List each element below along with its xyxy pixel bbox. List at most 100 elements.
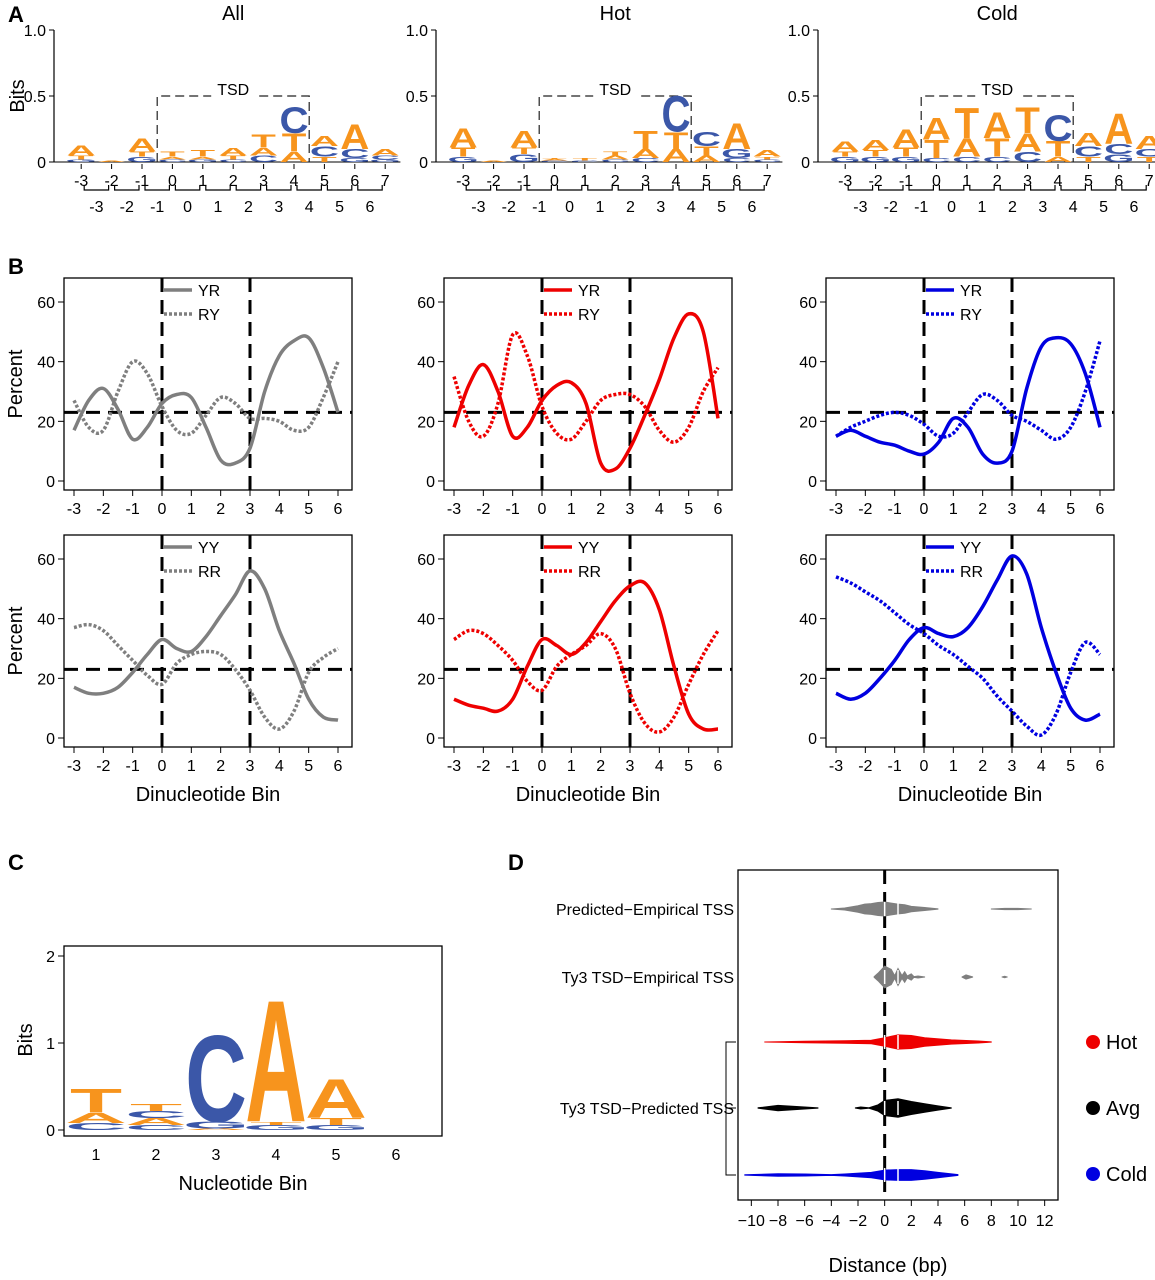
x-tick-label: 2 xyxy=(596,501,605,518)
logo-letter-A: A xyxy=(449,124,478,154)
y-tick-label: 60 xyxy=(799,295,817,312)
dinucleotide-tick-label: 4 xyxy=(305,199,314,216)
y-tick-label: 40 xyxy=(799,612,817,629)
x-tick-label: 2 xyxy=(216,501,225,518)
x-axis-label: Distance (bp) xyxy=(829,1255,948,1277)
x-tick-label: -2 xyxy=(96,758,110,775)
dinucleotide-tick-label: 1 xyxy=(596,199,605,216)
logo-letter-G: G xyxy=(370,159,401,163)
nucleotide-tick-label: -1 xyxy=(517,173,531,190)
y-tick-label: 1 xyxy=(46,1036,55,1053)
logo-letter-C: C xyxy=(185,1011,247,1148)
y-tick-label: 0.5 xyxy=(788,89,810,106)
nucleotide-tick-label: 2 xyxy=(229,173,238,190)
logo-letter-T: T xyxy=(251,131,276,151)
dinucleotide-tick-label: 2 xyxy=(244,199,253,216)
dinucleotide-tick-label: 1 xyxy=(978,199,987,216)
logo-letter-A: A xyxy=(305,1068,367,1130)
dinucleotide-bracket xyxy=(969,185,995,191)
logo-letter-A: A xyxy=(509,127,538,154)
nucleotide-tick-label: 6 xyxy=(1114,173,1123,190)
dinucleotide-bracket xyxy=(847,185,874,191)
y-tick-label: 0.5 xyxy=(406,89,428,106)
nucleotide-tick-label: 5 xyxy=(702,173,711,190)
logo-letter-A: A xyxy=(631,147,660,161)
legend-dot-cold xyxy=(1086,1167,1100,1181)
logo-letter-T: T xyxy=(130,1102,182,1113)
x-tick-label: -3 xyxy=(447,758,461,775)
panel-letter-D: D xyxy=(508,850,524,875)
logo-letter-C: C xyxy=(371,155,400,161)
logo-letter-C: C xyxy=(631,157,660,163)
x-tick-label: 1 xyxy=(567,758,576,775)
y-tick-label: 20 xyxy=(417,414,435,431)
logo-letter-G: G xyxy=(66,159,97,163)
dinucleotide-bracket xyxy=(1060,185,1086,191)
x-tick-label: 0 xyxy=(158,501,167,518)
logo-letter-G: G xyxy=(448,156,479,164)
plot-frame xyxy=(825,277,1115,491)
plot-frame xyxy=(443,277,733,491)
logo-title: Hot xyxy=(600,3,632,25)
dinucleotide-bracket xyxy=(617,185,644,191)
x-tick-label: 3 xyxy=(246,758,255,775)
logo-letter-A: A xyxy=(371,148,400,158)
legend-label-bg xyxy=(576,279,606,299)
y-tick-label: 1.0 xyxy=(788,23,810,40)
panel-letter-B: B xyxy=(8,254,24,279)
x-tick-label: −8 xyxy=(769,1213,787,1230)
logo-letter-A: A xyxy=(753,149,782,159)
line-panel-r1-c1: 0 20 40 60 -3 -2 -1 0 1 2 3 4 5 6 Dinucleotide Bin YY RR xyxy=(417,534,733,806)
x-tick-label: 3 xyxy=(626,501,635,518)
x-tick-label: 1 xyxy=(92,1147,101,1164)
y-tick-label: 60 xyxy=(799,552,817,569)
logo-letter-A: A xyxy=(922,111,951,146)
dinucleotide-tick-label: 5 xyxy=(335,199,344,216)
x-tick-label: -1 xyxy=(126,758,140,775)
nucleotide-tick-label: 4 xyxy=(290,173,299,190)
plot-frame xyxy=(63,945,443,1137)
legend-label-bg xyxy=(196,303,226,323)
logo-letter-C: C xyxy=(249,154,278,164)
logo-letter-G: G xyxy=(830,156,861,164)
x-tick-label: 6 xyxy=(1096,501,1105,518)
violin-row-label: Predicted−Empirical TSS xyxy=(556,902,734,919)
x-tick-label: -3 xyxy=(829,758,843,775)
logo-letter-C: C xyxy=(722,157,751,163)
dinucleotide-tick-label: -1 xyxy=(150,199,164,216)
y-tick-label: 40 xyxy=(799,355,817,372)
y-tick-label: 40 xyxy=(417,612,435,629)
x-tick-label: -2 xyxy=(858,758,872,775)
x-tick-label: 5 xyxy=(332,1147,341,1164)
plot-frame xyxy=(825,534,1115,748)
logo-letter-A: A xyxy=(861,138,890,154)
y-tick-label: 60 xyxy=(417,552,435,569)
logo-letter-C: C xyxy=(753,159,782,163)
x-tick-label: -1 xyxy=(506,501,520,518)
logo-letter-A: A xyxy=(310,134,339,150)
tsd-label-bg xyxy=(211,84,256,100)
nucleotide-tick-label: -2 xyxy=(486,173,500,190)
x-tick-label: -1 xyxy=(888,758,902,775)
x-tick-label: -2 xyxy=(858,501,872,518)
x-tick-label: -1 xyxy=(126,501,140,518)
logo-letter-A: A xyxy=(661,146,690,166)
nucleotide-tick-label: -3 xyxy=(456,173,470,190)
plot-frame xyxy=(443,534,733,748)
logo-letter-G: G xyxy=(860,156,891,164)
x-tick-label: 1 xyxy=(187,758,196,775)
dinucleotide-tick-label: 2 xyxy=(1008,199,1017,216)
x-tick-label: 2 xyxy=(216,758,225,775)
logo-letter-A: A xyxy=(831,139,860,155)
logo-letter-C: C xyxy=(310,144,339,160)
y-tick-label: 0.5 xyxy=(24,89,46,106)
logo-letter-A: A xyxy=(279,149,308,165)
logo-letter-C: C xyxy=(1013,149,1042,165)
y-tick-label: 20 xyxy=(799,671,817,688)
y-axis-label: Percent xyxy=(5,349,27,418)
violin-cold xyxy=(744,1169,959,1181)
series-line-yr xyxy=(452,311,720,473)
panel-letter-A: A xyxy=(8,2,24,27)
x-tick-label: 0 xyxy=(538,758,547,775)
